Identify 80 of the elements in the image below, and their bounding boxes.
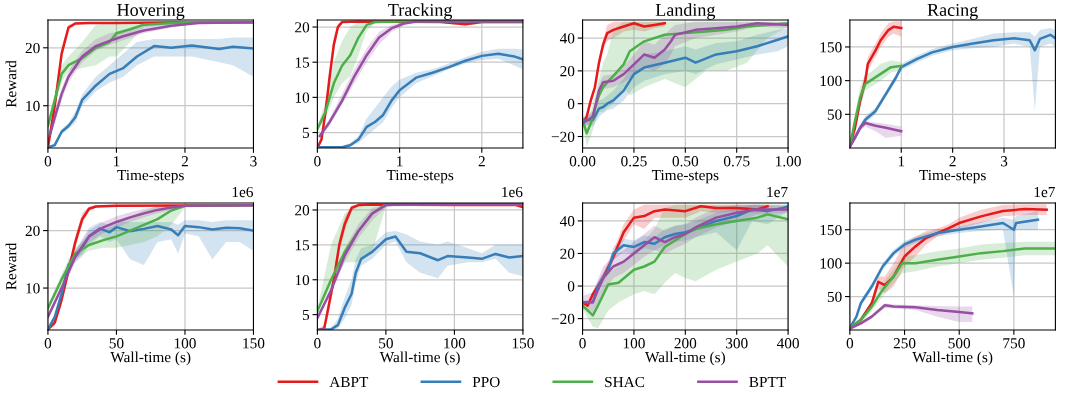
y-tick-label: 40 xyxy=(559,33,575,44)
y-tick-label: −20 xyxy=(551,313,575,325)
x-tick-label: 1 xyxy=(113,156,120,167)
x-tick-label: 150 xyxy=(512,338,534,349)
y-tick-label: 15 xyxy=(295,57,310,68)
text: 1e6 xyxy=(232,186,254,198)
chart-title: Hovering xyxy=(117,3,185,20)
x-tick-label: 200 xyxy=(674,338,697,349)
y-axis-title: Reward xyxy=(5,242,17,290)
x-tick-label: 300 xyxy=(725,338,748,349)
x-tick-label: 750 xyxy=(1003,338,1025,349)
x-axis-title: Time-steps xyxy=(117,169,184,184)
y-tick-label: 50 xyxy=(827,291,842,303)
y-tick-label: −20 xyxy=(551,131,575,142)
y-tick-label: 10 xyxy=(295,274,310,286)
y-tick-label: 100 xyxy=(820,258,842,269)
x-tick-label: 1 xyxy=(397,156,403,167)
x-tick-label: 3 xyxy=(250,156,257,167)
x-tick-label: 2 xyxy=(949,156,956,167)
x-tick-label: 100 xyxy=(444,338,466,349)
x-tick-label: 250 xyxy=(893,338,916,349)
x-tick-label: 0 xyxy=(846,338,854,349)
x-tick-label: 0 xyxy=(314,338,321,349)
chart-title: Racing xyxy=(927,3,978,20)
y-tick-label: 20 xyxy=(25,42,40,54)
y-tick-label: 5 xyxy=(302,309,310,321)
y-tick-label: 15 xyxy=(295,240,310,251)
x-axis-title: Wall-time (s) xyxy=(645,351,725,366)
x-tick-label: 100 xyxy=(623,338,645,349)
x-tick-label: 1 xyxy=(898,156,905,167)
legend-label: SHAC xyxy=(605,376,645,388)
y-tick-label: 20 xyxy=(560,248,575,259)
text: 1e7 xyxy=(767,186,788,198)
chart-title: Tracking xyxy=(388,3,453,20)
x-axis-title: Time-steps xyxy=(386,169,454,184)
y-tick-label: 5 xyxy=(302,127,310,138)
y-tick-label: 100 xyxy=(820,75,842,87)
x-tick-label: 0 xyxy=(44,338,52,349)
x-tick-label: 0 xyxy=(314,156,321,167)
chart-title: Landing xyxy=(655,3,716,20)
x-tick-label: 50 xyxy=(109,338,124,349)
text: 1e6 xyxy=(502,186,523,198)
x-tick-label: 2 xyxy=(181,156,188,167)
x-axis-title: Time-steps xyxy=(651,169,719,184)
y-tick-label: 50 xyxy=(827,109,842,120)
x-tick-label: 1.00 xyxy=(776,156,801,167)
y-tick-label: 10 xyxy=(295,92,310,103)
x-tick-label: 0.00 xyxy=(569,156,596,167)
legend-label: ABPT xyxy=(329,376,369,388)
y-tick-label: 150 xyxy=(820,42,842,53)
y-tick-label: 10 xyxy=(26,283,40,294)
x-tick-label: 2 xyxy=(478,156,485,167)
x-tick-label: 0.25 xyxy=(621,156,647,167)
x-tick-label: 400 xyxy=(776,338,799,349)
y-tick-label: 40 xyxy=(559,216,575,227)
legend-label: BPTT xyxy=(749,376,786,388)
y-axis-title: Reward xyxy=(5,60,17,108)
x-axis-title: Wall-time (s) xyxy=(912,351,993,366)
x-axis-title: Wall-time (s) xyxy=(379,351,460,366)
y-tick-label: 150 xyxy=(820,224,842,236)
x-tick-label: 100 xyxy=(174,338,196,349)
x-axis-title: Wall-time (s) xyxy=(110,351,191,366)
x-tick-label: 3 xyxy=(1000,156,1008,167)
x-tick-label: 0.50 xyxy=(672,156,699,167)
y-tick-label: 0 xyxy=(567,98,575,110)
x-tick-label: 50 xyxy=(379,338,393,349)
y-tick-label: 20 xyxy=(25,225,40,237)
x-tick-label: 500 xyxy=(948,338,971,349)
text: 1e7 xyxy=(1034,186,1055,198)
y-tick-label: 10 xyxy=(26,100,40,112)
y-tick-label: 20 xyxy=(295,22,310,33)
x-tick-label: 0 xyxy=(579,338,586,349)
legend-label: PPO xyxy=(472,376,500,388)
x-tick-label: 150 xyxy=(243,338,265,349)
x-tick-label: 0 xyxy=(44,156,52,167)
x-tick-label: 0.75 xyxy=(723,156,750,167)
y-tick-label: 0 xyxy=(567,281,575,292)
y-tick-label: 20 xyxy=(560,66,575,77)
x-axis-title: Time-steps xyxy=(919,169,986,184)
y-tick-label: 20 xyxy=(295,205,310,216)
